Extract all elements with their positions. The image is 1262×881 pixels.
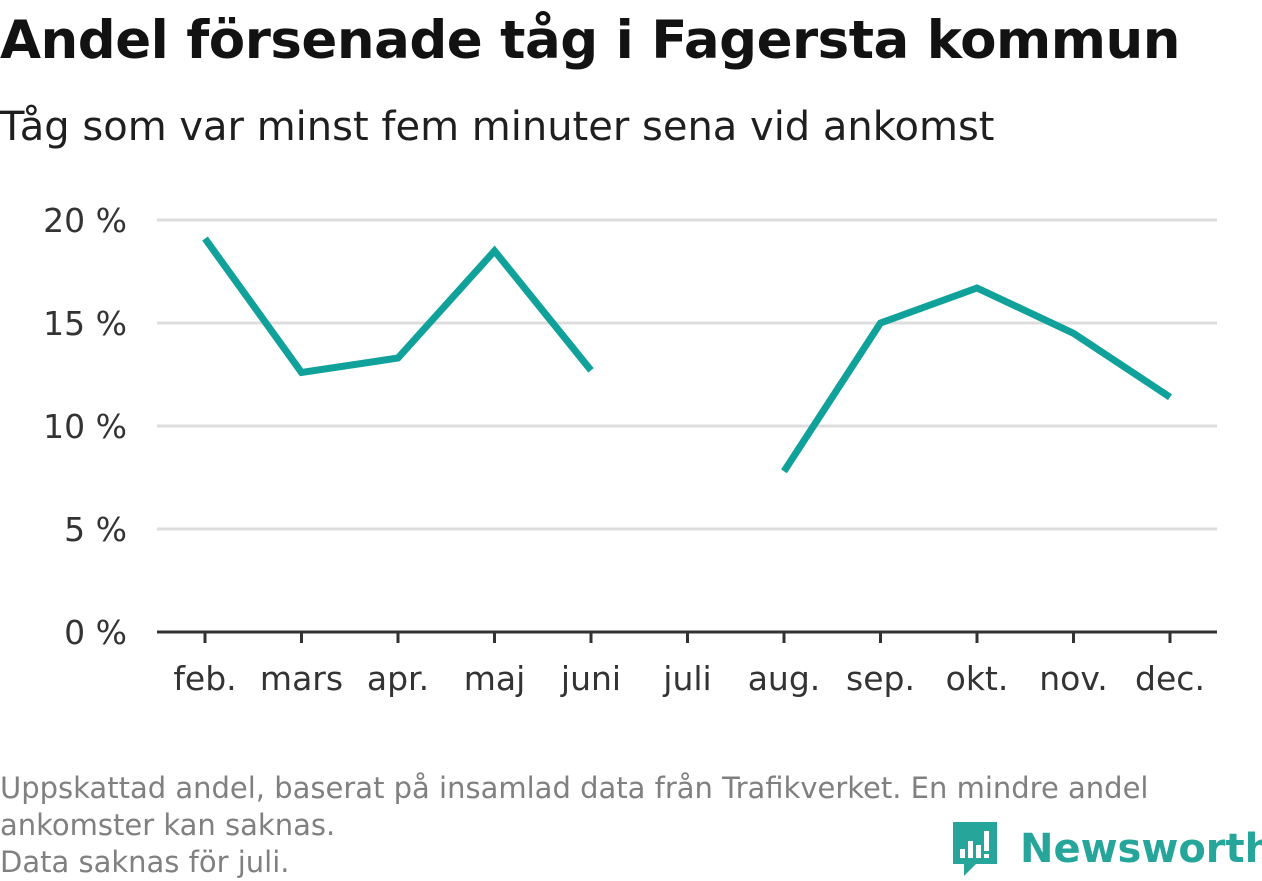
footnote-line: Data saknas för juli. (0, 845, 290, 879)
y-tick-label: 10 % (43, 407, 127, 446)
footnote-line: ankomster kan saknas. (0, 808, 336, 842)
x-axis (157, 630, 1217, 643)
gridlines (157, 218, 1217, 531)
x-tick-label: maj (464, 659, 526, 698)
series-line-segment (202, 236, 594, 377)
brand-name: Newsworthy (1020, 826, 1262, 872)
y-tick-label: 20 % (43, 201, 127, 240)
brand-logo: Newsworthy (950, 818, 1262, 880)
x-tick-label: apr. (367, 659, 429, 698)
footnote: Uppskattad andel, baserat på insamlad da… (0, 770, 1250, 881)
chart-title: Andel försenade tåg i Fagersta kommun (0, 10, 1180, 71)
y-tick-label: 0 % (64, 613, 127, 652)
x-tick-label: aug. (748, 659, 821, 698)
x-tick-label: nov. (1039, 659, 1108, 698)
x-tick-label: dec. (1135, 659, 1205, 698)
series-lines (202, 236, 1172, 474)
line-chart: 0 % 5 % 10 % 15 % 20 % feb. mars apr. maj juni ju… (43, 201, 1217, 698)
y-tick-label: 15 % (43, 304, 127, 343)
x-axis-tick-labels: feb. mars apr. maj juni juli aug. sep. okt. nov. d… (173, 659, 1205, 698)
x-tick-label: juli (662, 659, 711, 698)
x-tick-label: okt. (946, 659, 1009, 698)
footnote-line: Uppskattad andel, baserat på insamlad da… (0, 771, 1149, 805)
y-tick-label: 5 % (64, 510, 127, 549)
series-line-segment (781, 284, 1172, 474)
bar-chart-speech-bubble-icon (953, 822, 997, 876)
x-tick-label: mars (260, 659, 343, 698)
x-tick-label: juni (560, 659, 621, 698)
chart-subtitle: Tåg som var minst fem minuter sena vid a… (0, 104, 995, 150)
x-tick-label: sep. (846, 659, 915, 698)
y-axis-tick-labels: 0 % 5 % 10 % 15 % 20 % (43, 201, 127, 652)
x-tick-label: feb. (173, 659, 236, 698)
